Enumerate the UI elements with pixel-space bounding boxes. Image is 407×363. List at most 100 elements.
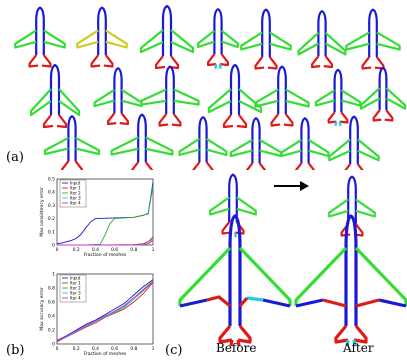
left-wing-part — [209, 196, 230, 216]
left-wing-part — [207, 88, 232, 114]
left-wing-part — [29, 88, 52, 117]
right-wing-part — [238, 88, 263, 114]
y-tick-label: 0.2 — [48, 216, 55, 222]
fuselage-part — [344, 214, 358, 326]
right-flap-inner — [238, 296, 249, 308]
tail-part — [222, 114, 248, 129]
right-wing-part — [285, 88, 310, 108]
fuselage-part — [137, 113, 147, 163]
series-line — [56, 281, 154, 342]
fuselage-part — [228, 173, 238, 223]
tail-part — [107, 112, 129, 126]
y-tick-label: 0 — [52, 243, 55, 249]
y-tick-label: 0 — [52, 342, 55, 348]
tail-part — [254, 56, 278, 70]
airplane-shape — [254, 65, 310, 127]
series-line — [57, 239, 154, 246]
left-wing-part — [43, 136, 69, 156]
airplane-shape — [29, 63, 81, 129]
left-wing-part — [178, 137, 200, 157]
y-tick-label: 0.6 — [48, 300, 55, 306]
left-wing-part — [93, 88, 115, 108]
legend-box — [59, 274, 87, 303]
engine-part — [345, 339, 357, 347]
x-tick-label: 1 — [152, 247, 155, 253]
left-wing-part — [294, 246, 348, 306]
tail-part — [340, 223, 364, 237]
fuselage-part — [368, 8, 378, 58]
panel-c-label: (c) — [165, 343, 183, 358]
legend-label: Iter 2 — [70, 191, 81, 196]
before-caption: Before — [216, 341, 257, 355]
panel-c-before-after — [178, 173, 407, 347]
left-wing-part — [254, 88, 279, 108]
legend-box — [59, 179, 87, 208]
right-wing-part — [340, 89, 362, 107]
right-wing-trailing-edge — [378, 298, 407, 308]
x-tick-label: 0.4 — [92, 247, 99, 253]
y-tick-label: 0.4 — [48, 314, 55, 320]
right-wing-part — [105, 29, 128, 49]
legend-label: Iter 4 — [70, 201, 81, 206]
fuselage-part — [213, 8, 223, 55]
x-tick-label: 0.4 — [92, 346, 99, 352]
engine-part — [214, 63, 222, 69]
left-wing-part — [229, 138, 253, 158]
tail-part — [192, 161, 214, 170]
airplane-shape — [197, 8, 239, 69]
left-wing-part — [297, 31, 320, 56]
y-tick-label: 0.8 — [48, 286, 55, 292]
right-wing-part — [220, 29, 239, 49]
airplane-shape — [359, 66, 407, 122]
x-tick-label: 0.2 — [73, 346, 80, 352]
right-wing-part — [173, 88, 200, 106]
right-wing-part — [170, 29, 195, 54]
airplane-shape — [297, 10, 347, 69]
legend-label: Iter 1 — [70, 281, 81, 286]
left-wing-part — [328, 138, 351, 162]
left-wing-part — [314, 89, 336, 107]
tail-part — [130, 161, 154, 170]
right-wing-part — [357, 138, 380, 162]
left-wing-part — [110, 136, 139, 156]
right-wing-part — [206, 137, 228, 157]
tail-part — [158, 113, 182, 127]
y-axis-label: Max accuracy error — [39, 287, 45, 331]
tail-part — [361, 56, 385, 70]
right-wing-part — [355, 198, 376, 218]
legend-label: Iter 4 — [70, 296, 81, 301]
fuselage-part — [300, 117, 310, 164]
right-wing-part — [308, 138, 330, 158]
tail-part — [245, 162, 267, 170]
x-axis-label: Fraction of meshes — [84, 252, 127, 258]
x-tick-label: 0.6 — [111, 346, 118, 352]
airplane-shape — [43, 115, 101, 170]
engine-part — [334, 121, 342, 127]
right-flap-part — [246, 296, 264, 302]
tail-part — [344, 163, 364, 170]
panel-b-label: (b) — [6, 343, 25, 358]
x-tick-label: 1 — [152, 346, 155, 352]
right-wing-part — [324, 31, 347, 56]
fuselage-part — [165, 65, 175, 115]
airplane-shape — [14, 6, 66, 68]
fuselage-part — [317, 10, 327, 57]
airplane-shape — [110, 113, 174, 170]
airplane-shape — [76, 6, 128, 68]
engine-part — [229, 339, 241, 347]
x-tick-label: 0 — [56, 346, 59, 352]
airplane-shape — [328, 175, 376, 237]
y-tick-label: 0.4 — [48, 190, 55, 196]
legend-label: Input — [70, 276, 81, 281]
fuselage-part — [333, 68, 343, 113]
left-wing-part — [345, 31, 370, 51]
legend-label: Iter 1 — [70, 186, 81, 191]
accuracy-error-chart: 0 0.2 0.4 0.6 0.8 1 0 0.2 0.4 0.6 0.8 1 Fraction of … — [39, 272, 155, 358]
y-axis-label: Max consistency error — [39, 187, 45, 237]
airplane-shape — [328, 115, 380, 170]
tail-part — [218, 324, 252, 344]
right-wing-part — [269, 31, 292, 51]
airplane-shape — [209, 173, 257, 238]
airplane-shape — [178, 116, 228, 170]
